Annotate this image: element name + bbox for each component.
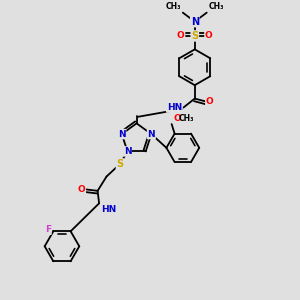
Text: N: N <box>148 130 155 139</box>
Text: N: N <box>118 130 126 139</box>
Text: O: O <box>206 97 214 106</box>
Text: CH₃: CH₃ <box>166 2 181 11</box>
Text: O: O <box>205 32 213 40</box>
Text: O: O <box>78 185 86 194</box>
Text: F: F <box>45 225 51 234</box>
Text: CH₃: CH₃ <box>178 114 194 123</box>
Text: S: S <box>116 159 124 169</box>
Text: HN: HN <box>101 205 117 214</box>
Text: HN: HN <box>167 103 182 112</box>
Text: O: O <box>173 114 181 123</box>
Text: O: O <box>177 32 184 40</box>
Text: N: N <box>191 16 199 27</box>
Text: N: N <box>124 147 131 156</box>
Text: S: S <box>191 31 198 41</box>
Text: CH₃: CH₃ <box>208 2 224 11</box>
